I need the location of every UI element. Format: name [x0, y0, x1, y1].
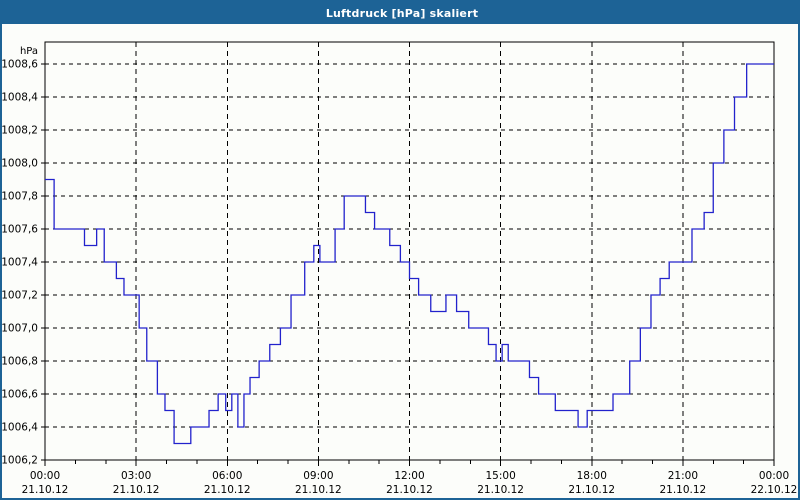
x-tick-time-label: 00:00: [759, 470, 789, 482]
y-tick-label: 1008,6: [2, 59, 38, 71]
y-tick-label: 1008,0: [2, 158, 38, 170]
x-tick-date-label: 21.10.12: [204, 484, 251, 496]
y-tick-label: 1006,8: [2, 356, 38, 368]
axis-ticks: [41, 63, 775, 466]
gridlines: [45, 42, 774, 461]
x-tick-time-label: 03:00: [121, 470, 151, 482]
x-tick-date-label: 21.10.12: [113, 484, 160, 496]
x-tick-date-label: 21.10.12: [568, 484, 615, 496]
x-tick-time-label: 15:00: [485, 470, 515, 482]
y-axis-labels: 1008,6 1008,4 1008,2 1008,0 1007,8 1007,6 1007…: [2, 59, 38, 467]
x-tick-date-label: 21.10.12: [295, 484, 342, 496]
x-tick-time-label: 09:00: [303, 470, 333, 482]
y-tick-label: 1008,4: [2, 92, 38, 104]
x-axis-labels: 00:00 21.10.12 03:00 21.10.12 06:00 21.10.12 0…: [22, 470, 798, 496]
y-tick-label: 1007,8: [2, 191, 38, 203]
y-axis-unit-label: hPa: [20, 46, 38, 57]
x-tick-date-label: 21.10.12: [22, 484, 69, 496]
y-tick-label: 1007,2: [2, 290, 38, 302]
x-tick-date-label: 22.10.12: [751, 484, 798, 496]
chart-canvas: 1008,6 1008,4 1008,2 1008,0 1007,8 1007,6 1007…: [2, 24, 798, 498]
pressure-line-chart: 1008,6 1008,4 1008,2 1008,0 1007,8 1007,6 1007…: [2, 41, 798, 496]
x-tick-time-label: 00:00: [30, 470, 60, 482]
y-tick-label: 1007,0: [2, 323, 38, 335]
y-tick-label: 1008,2: [2, 125, 38, 137]
y-tick-label: 1006,6: [2, 389, 38, 401]
series-lines: [45, 63, 774, 445]
y-tick-label: 1007,4: [2, 257, 38, 269]
x-tick-time-label: 12:00: [394, 470, 424, 482]
y-tick-label: 1006,2: [2, 455, 38, 467]
window-title-bar: Luftdruck [hPa] skaliert: [2, 2, 798, 24]
x-tick-time-label: 21:00: [668, 470, 698, 482]
x-tick-date-label: 21.10.12: [659, 484, 706, 496]
x-tick-time-label: 06:00: [212, 470, 242, 482]
y-tick-label: 1007,6: [2, 224, 38, 236]
page-title: Luftdruck [hPa] skaliert: [325, 6, 479, 20]
x-tick-time-label: 18:00: [577, 470, 607, 482]
y-tick-label: 1006,4: [2, 422, 38, 434]
x-tick-date-label: 21.10.12: [477, 484, 524, 496]
x-tick-date-label: 21.10.12: [386, 484, 433, 496]
